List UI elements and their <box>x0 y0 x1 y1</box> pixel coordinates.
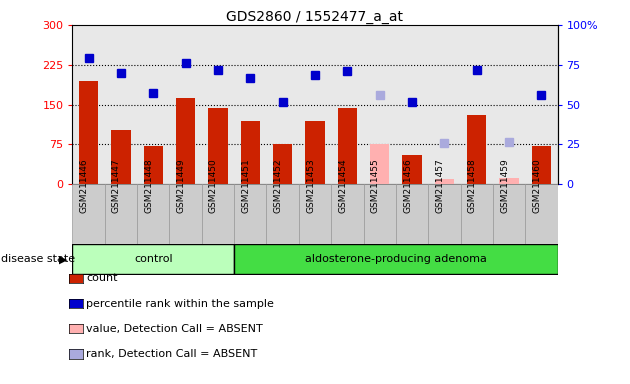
Bar <box>532 146 551 184</box>
Bar <box>112 130 130 184</box>
Text: GSM211450: GSM211450 <box>209 159 218 214</box>
Bar <box>79 81 98 184</box>
Bar <box>72 25 105 184</box>
Bar <box>202 25 234 184</box>
Bar <box>137 184 169 244</box>
Bar <box>72 184 105 244</box>
Bar <box>364 184 396 244</box>
Bar <box>266 184 299 244</box>
Bar <box>105 25 137 184</box>
Text: GSM211454: GSM211454 <box>338 159 347 214</box>
Bar <box>266 25 299 184</box>
Bar <box>403 155 421 184</box>
Bar <box>500 178 518 184</box>
Bar <box>493 25 525 184</box>
Text: GSM211456: GSM211456 <box>403 159 412 214</box>
Bar <box>137 25 169 184</box>
Bar <box>525 184 558 244</box>
Text: GSM211451: GSM211451 <box>241 159 250 214</box>
Text: GSM211449: GSM211449 <box>176 159 186 214</box>
Text: GDS2860 / 1552477_a_at: GDS2860 / 1552477_a_at <box>227 10 403 23</box>
Bar <box>169 25 202 184</box>
Bar <box>72 245 234 274</box>
Text: GSM211457: GSM211457 <box>435 159 444 214</box>
Bar <box>306 121 324 184</box>
Text: disease state: disease state <box>1 254 76 264</box>
Bar <box>396 25 428 184</box>
Bar <box>176 98 195 184</box>
Bar <box>273 144 292 184</box>
Bar <box>525 25 558 184</box>
Bar <box>144 146 163 184</box>
Bar <box>234 184 266 244</box>
Text: percentile rank within the sample: percentile rank within the sample <box>86 299 274 309</box>
Bar <box>396 184 428 244</box>
Bar <box>241 121 260 184</box>
Text: rank, Detection Call = ABSENT: rank, Detection Call = ABSENT <box>86 349 258 359</box>
Bar <box>338 108 357 184</box>
Text: ▶: ▶ <box>59 254 67 264</box>
Bar <box>467 115 486 184</box>
Text: GSM211458: GSM211458 <box>467 159 477 214</box>
Bar <box>105 184 137 244</box>
Bar <box>299 25 331 184</box>
Bar <box>331 25 364 184</box>
Text: aldosterone-producing adenoma: aldosterone-producing adenoma <box>305 254 487 264</box>
Bar <box>370 144 389 184</box>
Bar <box>461 184 493 244</box>
Text: GSM211459: GSM211459 <box>500 159 509 214</box>
Bar <box>493 184 525 244</box>
Text: value, Detection Call = ABSENT: value, Detection Call = ABSENT <box>86 324 263 334</box>
Bar <box>234 245 558 274</box>
Text: GSM211447: GSM211447 <box>112 159 121 214</box>
Text: GSM211460: GSM211460 <box>532 159 541 214</box>
Bar <box>299 184 331 244</box>
Text: GSM211446: GSM211446 <box>79 159 89 214</box>
Bar <box>169 184 202 244</box>
Bar <box>461 25 493 184</box>
Text: GSM211448: GSM211448 <box>144 159 153 214</box>
Bar <box>331 184 364 244</box>
Bar <box>234 25 266 184</box>
Bar <box>435 179 454 184</box>
Bar <box>364 25 396 184</box>
Text: count: count <box>86 273 118 283</box>
Bar <box>428 25 461 184</box>
Text: GSM211453: GSM211453 <box>306 159 315 214</box>
Text: GSM211455: GSM211455 <box>370 159 380 214</box>
Bar <box>202 184 234 244</box>
Text: GSM211452: GSM211452 <box>273 159 283 214</box>
Bar <box>428 184 461 244</box>
Bar <box>209 108 227 184</box>
Text: control: control <box>134 254 173 264</box>
